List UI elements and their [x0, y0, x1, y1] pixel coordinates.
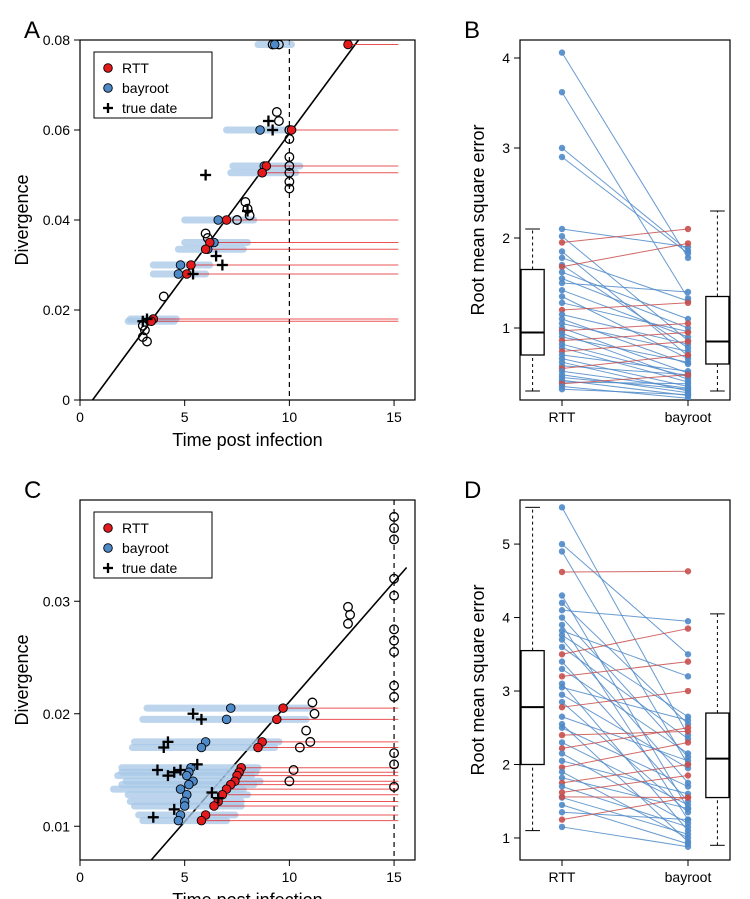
rtt-dot: [197, 816, 206, 825]
legend: RTT bayroot true date: [94, 512, 212, 578]
paired-box-panel: 1 2 3 4 5 Root mean square error RTT bayroot: [468, 500, 730, 885]
svg-text:1: 1: [502, 830, 510, 846]
legend-bayroot-icon: [104, 544, 113, 553]
svg-text:2: 2: [502, 756, 510, 772]
panel-label-C: C: [24, 477, 41, 504]
bayroot-dot: [214, 216, 223, 225]
bayroot-dot: [174, 816, 183, 825]
svg-text:3: 3: [502, 683, 510, 699]
rtt-dot: [273, 715, 282, 724]
open-circle: [289, 766, 298, 775]
open-circle: [310, 709, 319, 718]
bayroot-dot: [226, 704, 235, 713]
svg-text:0.02: 0.02: [43, 706, 70, 722]
rtt-dot: [254, 743, 263, 752]
open-circle: [346, 610, 355, 619]
svg-text:true date: true date: [122, 100, 177, 116]
svg-text:RTT: RTT: [122, 60, 149, 76]
svg-text:Time post infection: Time post infection: [172, 430, 322, 450]
rtt-dot: [222, 216, 231, 225]
figure-svg: 05101500.020.040.060.08Time post infecti…: [0, 0, 750, 899]
bayroot-dot: [185, 780, 194, 789]
svg-text:Root mean square error: Root mean square error: [468, 124, 488, 315]
svg-text:bayroot: bayroot: [665, 869, 712, 885]
open-circle: [344, 619, 353, 628]
svg-text:true date: true date: [122, 560, 177, 576]
svg-text:Divergence: Divergence: [12, 634, 32, 725]
svg-text:15: 15: [386, 409, 402, 425]
svg-text:0: 0: [62, 392, 70, 408]
bayroot-dot: [256, 126, 265, 135]
legend-rtt-icon: [104, 524, 113, 533]
svg-text:0: 0: [76, 869, 84, 885]
bayroot-dot: [197, 743, 206, 752]
svg-text:15: 15: [386, 869, 402, 885]
svg-text:Divergence: Divergence: [12, 174, 32, 265]
svg-text:bayroot: bayroot: [665, 409, 712, 425]
scatter-panel: 0 5 10 15 0 0.02 0.04 0.06 0.08 Time post infecti…: [12, 32, 415, 450]
bayroot-dot: [180, 802, 189, 811]
rtt-dot: [201, 245, 210, 254]
svg-text:1: 1: [502, 320, 510, 336]
svg-text:5: 5: [502, 536, 510, 552]
panel-label-D: D: [464, 477, 481, 504]
svg-text:RTT: RTT: [549, 409, 576, 425]
rtt-dot: [344, 40, 353, 49]
svg-text:4: 4: [502, 610, 510, 626]
legend: RTT bayroot true date: [94, 52, 212, 118]
rtt-dot: [210, 802, 219, 811]
scatter-panel: 0 5 10 15 0.01 0.02 0.03 Time post infection Div…: [12, 500, 415, 899]
rtt-dot: [279, 704, 288, 713]
open-circle: [344, 603, 353, 612]
svg-text:0: 0: [76, 409, 84, 425]
svg-text:bayroot: bayroot: [122, 80, 169, 96]
svg-text:RTT: RTT: [549, 869, 576, 885]
svg-text:0.08: 0.08: [43, 32, 70, 48]
svg-text:0.02: 0.02: [43, 302, 70, 318]
bayroot-dot: [270, 40, 279, 49]
open-circle: [302, 726, 311, 735]
panel-label-B: B: [464, 17, 480, 44]
svg-text:RTT: RTT: [122, 520, 149, 536]
svg-text:5: 5: [181, 409, 189, 425]
svg-text:10: 10: [282, 869, 298, 885]
legend-rtt-icon: [104, 64, 113, 73]
svg-text:2: 2: [502, 230, 510, 246]
svg-text:0.01: 0.01: [43, 818, 70, 834]
rtt-dot: [287, 126, 296, 135]
svg-text:10: 10: [282, 409, 298, 425]
rtt-dot: [187, 261, 196, 270]
svg-text:Time post infection: Time post infection: [172, 890, 322, 899]
svg-text:Root mean square error: Root mean square error: [468, 584, 488, 775]
paired-box-panel: 1 2 3 4 Root mean square error RTT bayroot: [468, 40, 730, 425]
svg-text:4: 4: [502, 50, 510, 66]
bayroot-dot: [176, 261, 185, 270]
panel-label-A: A: [24, 17, 40, 44]
svg-text:0.03: 0.03: [43, 593, 70, 609]
svg-text:bayroot: bayroot: [122, 540, 169, 556]
svg-text:3: 3: [502, 140, 510, 156]
bayroot-dot: [222, 715, 231, 724]
open-circle: [273, 108, 282, 117]
rtt-dot: [258, 168, 267, 177]
svg-text:5: 5: [181, 869, 189, 885]
open-circle: [159, 292, 168, 301]
legend-bayroot-icon: [104, 84, 113, 93]
svg-text:0.06: 0.06: [43, 122, 70, 138]
svg-text:0.04: 0.04: [43, 212, 70, 228]
open-circle: [275, 117, 284, 126]
bayroot-dot: [174, 270, 183, 279]
